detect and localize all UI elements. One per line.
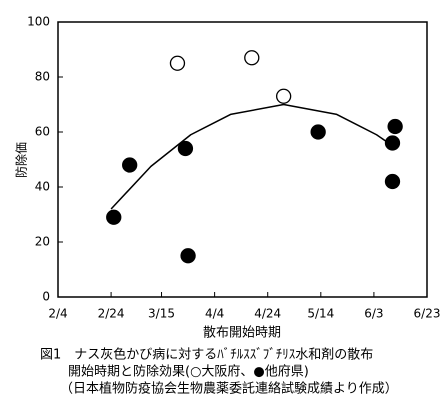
data-point xyxy=(169,55,186,71)
x-tick-label: 4/4 xyxy=(205,307,224,321)
x-tick-label: 6/3 xyxy=(364,307,383,321)
x-tick-label: 5/14 xyxy=(307,307,334,321)
data-point xyxy=(275,88,292,104)
data-point xyxy=(177,140,194,157)
y-tick-label: 20 xyxy=(35,235,50,249)
x-tick-label: 2/4 xyxy=(48,307,67,321)
y-tick-label: 40 xyxy=(35,180,50,194)
y-tick-label: 80 xyxy=(35,70,50,84)
caption: （日本植物防疫協会生物農薬委託連絡試験成績より作成） xyxy=(60,381,398,397)
x-tick-label: 6/23 xyxy=(414,307,441,321)
caption: 図1 ナス灰色かび病に対するﾊﾞﾁﾙｽｽﾞﾌﾞﾁﾘｽ水和剤の散布 xyxy=(40,347,373,363)
x-tick-label: 2/24 xyxy=(98,307,125,321)
caption: 開始時期と防除効果(○大阪府、●他府県) xyxy=(68,364,309,380)
y-axis-label: 防除価 xyxy=(14,142,29,178)
y-tick-label: 60 xyxy=(35,125,50,139)
data-point xyxy=(310,124,326,140)
data-point xyxy=(180,248,196,264)
data-point xyxy=(384,173,401,190)
fit-curve xyxy=(110,103,393,210)
data-point xyxy=(244,50,260,66)
x-axis-label: 散布開始時期 xyxy=(203,326,281,341)
data-point xyxy=(122,157,138,173)
plot-frame xyxy=(57,21,428,298)
data-point xyxy=(387,118,403,135)
x-tick-label: 4/24 xyxy=(254,307,281,321)
data-point xyxy=(384,135,401,151)
x-tick-label: 3/15 xyxy=(148,307,175,321)
y-tick-label: 0 xyxy=(42,290,50,304)
data-point xyxy=(106,209,122,225)
y-tick-label: 100 xyxy=(27,15,50,29)
